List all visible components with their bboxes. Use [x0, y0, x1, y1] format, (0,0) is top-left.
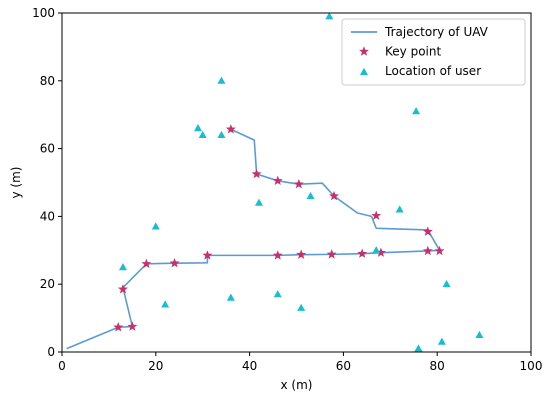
series-line: [66, 128, 441, 350]
key-point: [293, 179, 304, 189]
user-point: [437, 337, 446, 345]
user-point: [151, 222, 160, 230]
key-point: [169, 257, 180, 268]
user-point: [226, 293, 235, 301]
legend-star-swatch: [359, 46, 369, 56]
plot-area: [66, 12, 484, 352]
key-point: [127, 321, 138, 331]
key-point: [118, 284, 128, 294]
key-point: [202, 250, 213, 260]
user-point: [395, 205, 404, 213]
key-point: [329, 190, 339, 201]
user-point: [194, 124, 202, 132]
y-tick-label: 100: [32, 6, 55, 20]
x-tick-label: 60: [336, 359, 351, 373]
legend-triangle-swatch: [360, 67, 368, 75]
axes: 0 20 40 60 80 100 0 20 40 60 80 100: [32, 6, 542, 373]
series-star: [113, 124, 445, 332]
user-point: [297, 303, 306, 311]
legend-item: Location of user: [360, 64, 481, 78]
x-tick-label: 0: [58, 359, 66, 373]
x-tick-label: 100: [520, 359, 543, 373]
key-point: [225, 124, 236, 134]
legend-box: [341, 18, 526, 86]
legend-item: Key point: [359, 45, 441, 59]
user-point: [118, 263, 127, 271]
plot-frame: [61, 12, 532, 353]
user-point: [254, 198, 263, 206]
key-point: [371, 210, 382, 220]
key-point: [272, 250, 283, 260]
key-point: [141, 258, 152, 269]
legend-label: Trajectory of UAV: [384, 25, 489, 39]
key-point: [296, 249, 307, 259]
key-point: [422, 245, 433, 256]
user-point: [412, 107, 421, 115]
key-point: [113, 322, 124, 332]
y-axis-label: y (m): [9, 167, 23, 199]
user-point: [372, 246, 381, 254]
trajectory-line: [66, 128, 441, 350]
user-point: [442, 280, 451, 288]
user-point: [306, 191, 315, 199]
user-point: [217, 76, 226, 84]
series-triangle: [118, 12, 484, 352]
user-point: [475, 330, 484, 338]
key-point: [251, 168, 262, 179]
user-point: [414, 344, 423, 352]
y-tick-label: 80: [40, 74, 55, 88]
key-point: [422, 226, 433, 236]
y-tick-label: 60: [40, 142, 55, 156]
key-point: [326, 249, 337, 259]
user-point: [161, 300, 170, 308]
x-tick-label: 40: [242, 359, 257, 373]
x-axis-label: x (m): [281, 378, 313, 392]
user-point: [325, 12, 334, 20]
legend-label: Key point: [385, 45, 441, 59]
key-point: [434, 245, 445, 256]
y-tick-label: 0: [47, 345, 55, 359]
key-point: [272, 175, 283, 186]
key-point: [357, 248, 368, 258]
legend-item: Trajectory of UAV: [351, 25, 489, 39]
legend-label: Location of user: [385, 64, 481, 78]
y-tick-label: 20: [40, 277, 55, 291]
x-tick-label: 20: [148, 359, 163, 373]
legend: Trajectory of UAV Key point Location of us…: [341, 18, 526, 86]
user-point: [273, 290, 282, 298]
key-point: [375, 247, 386, 257]
user-point: [198, 130, 207, 138]
y-tick-label: 40: [40, 209, 55, 223]
user-point: [217, 130, 226, 138]
x-tick-label: 80: [430, 359, 445, 373]
